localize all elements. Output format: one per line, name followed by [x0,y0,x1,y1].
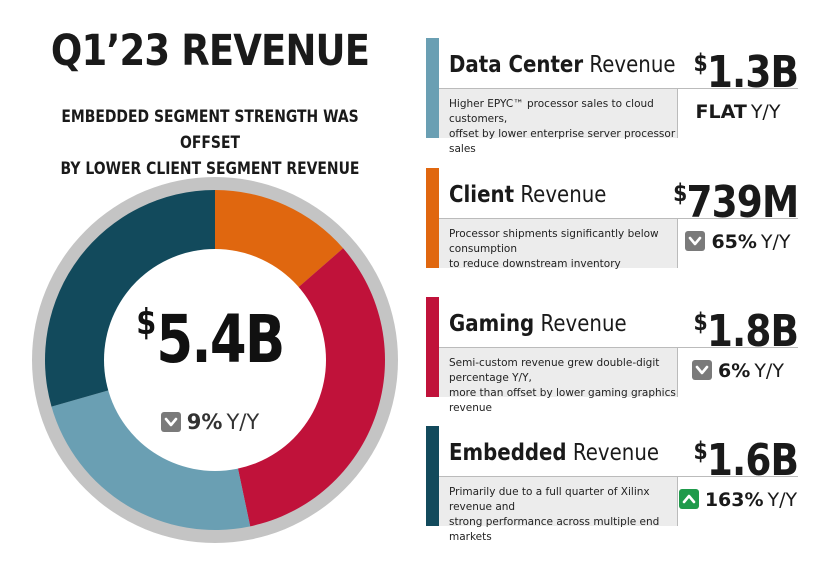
down-arrow-icon [692,360,713,380]
down-arrow-icon [160,412,181,432]
segment-amount: 1.3B [706,47,799,98]
segment-amount: 1.6B [706,435,799,486]
segment-currency: $ [693,308,707,336]
total-currency: $ [136,302,156,343]
segment-change-unit: Y/Y [760,231,791,253]
segment-revenue-value: $1.3B [693,38,799,98]
total-change: 9% Y/Y [110,410,310,434]
segment-color-bar [426,168,439,268]
segment-change: 163% Y/Y [677,476,798,526]
segment-revenue-value: $1.8B [693,297,799,357]
segment-change-unit: Y/Y [750,101,781,123]
down-arrow-icon [685,231,706,251]
segment-desc-line-1: Primarily due to a full quarter of Xilin… [449,486,650,513]
total-change-unit: Y/Y [226,410,260,434]
segment-color-bar [426,426,439,526]
segment-name-rest: Revenue [572,440,660,466]
segment-currency: $ [693,437,707,465]
segment-desc-line-1: Processor shipments significantly below … [449,228,659,255]
segment-change-unit: Y/Y [754,360,784,382]
segment-card: Client Revenue $739M Processor shipments s… [426,168,799,270]
total-amount: 5.4B [156,301,285,378]
subtitle-line-2: BY LOWER CLIENT SEGMENT REVENUE [60,159,360,179]
segment-name-rest: Revenue [520,182,607,208]
segment-desc-line-2: more than offset by lower gaming graphic… [449,387,676,414]
segment-name-rest: Revenue [589,52,676,78]
segment-change: 6% Y/Y [677,347,798,397]
segment-desc-line-2: offset by lower enterprise server proces… [449,128,676,155]
segment-description: Primarily due to a full quarter of Xilin… [439,476,677,543]
segment-change-value: 6% [718,360,751,382]
segment-card: Data Center Revenue $1.3B Higher EPYC™ pro… [426,38,799,155]
segment-description: Higher EPYC™ processor sales to cloud cu… [439,88,677,155]
page-title: Q1’23 REVENUE [50,26,370,76]
segment-name: Embedded Revenue [449,440,659,466]
segment-name: Data Center Revenue [449,52,676,78]
segment-name: Gaming Revenue [449,311,627,337]
segment-desc-line-2: to reduce downstream inventory [449,258,621,270]
segment-name-bold: Embedded [449,440,567,466]
segment-description: Semi-custom revenue grew double-digit pe… [439,347,677,414]
segment-amount: 1.8B [706,306,799,357]
segment-color-bar [426,38,439,138]
segment-name: Client Revenue [449,182,606,208]
segment-desc-line-2: strong performance across multiple end m… [449,516,660,543]
revenue-donut-chart [32,177,398,543]
up-arrow-icon [678,489,699,509]
segment-currency: $ [672,179,687,207]
segment-change: FLAT Y/Y [677,88,798,138]
segment-revenue-value: $739M [672,168,799,228]
segment-description: Processor shipments significantly below … [439,218,677,270]
segment-change-value: 163% [704,489,764,511]
segment-name-bold: Gaming [449,311,535,337]
segment-change-value: FLAT [695,101,747,123]
segment-desc-line-1: Semi-custom revenue grew double-digit pe… [449,357,660,384]
segment-color-bar [426,297,439,397]
segment-card: Gaming Revenue $1.8B Semi-custom revenue g… [426,297,799,414]
page-subtitle: EMBEDDED SEGMENT STRENGTH WAS OFFSET BY … [46,104,374,182]
donut-hole [104,249,326,471]
segment-revenue-value: $1.6B [693,426,799,486]
total-change-pct: 9% [186,410,223,434]
subtitle-line-1: EMBEDDED SEGMENT STRENGTH WAS OFFSET [61,107,359,153]
segment-change-value: 65% [711,231,757,253]
segment-change: 65% Y/Y [677,218,798,268]
segment-name-bold: Client [449,182,515,208]
segment-change-unit: Y/Y [767,489,798,511]
total-revenue: $5.4B [130,305,290,373]
segment-card: Embedded Revenue $1.6B Primarily due to a … [426,426,799,543]
segment-desc-line-1: Higher EPYC™ processor sales to cloud cu… [449,98,654,125]
segment-name-rest: Revenue [540,311,627,337]
segment-amount: 739M [686,177,799,228]
segment-name-bold: Data Center [449,52,584,78]
segment-currency: $ [693,49,707,77]
